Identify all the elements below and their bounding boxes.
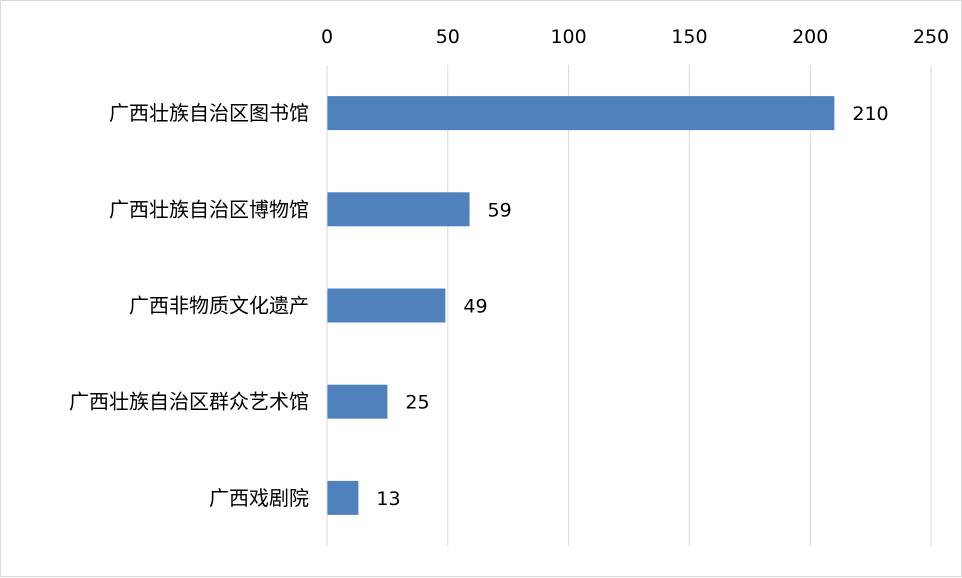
bars bbox=[327, 96, 835, 515]
data-label: 210 bbox=[852, 103, 888, 125]
x-tick-label: 0 bbox=[321, 26, 333, 48]
gridlines bbox=[447, 65, 932, 546]
category-label: 广西壮族自治区图书馆 bbox=[109, 101, 309, 125]
data-label: 59 bbox=[488, 199, 512, 221]
category-label: 广西壮族自治区博物馆 bbox=[109, 197, 309, 221]
data-label: 49 bbox=[463, 296, 487, 318]
bar bbox=[327, 480, 359, 515]
bar bbox=[327, 192, 470, 227]
category-labels: 广西壮族自治区图书馆广西壮族自治区博物馆广西非物质文化遗产广西壮族自治区群众艺术… bbox=[69, 101, 309, 510]
x-tick-label: 200 bbox=[792, 26, 828, 48]
data-label: 13 bbox=[376, 488, 400, 510]
x-tick-label: 150 bbox=[671, 26, 707, 48]
category-label: 广西非物质文化遗产 bbox=[129, 294, 309, 318]
data-label: 25 bbox=[405, 392, 429, 414]
x-tick-label: 100 bbox=[550, 26, 586, 48]
x-tick-label: 250 bbox=[913, 26, 949, 48]
x-axis-ticks: 0 50 100 150 200 250 bbox=[321, 26, 949, 48]
bar bbox=[327, 288, 446, 323]
category-label: 广西壮族自治区群众艺术馆 bbox=[69, 390, 309, 414]
data-labels: 210 59 49 25 13 bbox=[376, 103, 888, 510]
bar bbox=[327, 384, 388, 419]
x-tick-label: 50 bbox=[436, 26, 460, 48]
bar bbox=[327, 96, 835, 131]
category-label: 广西戏剧院 bbox=[209, 486, 309, 510]
